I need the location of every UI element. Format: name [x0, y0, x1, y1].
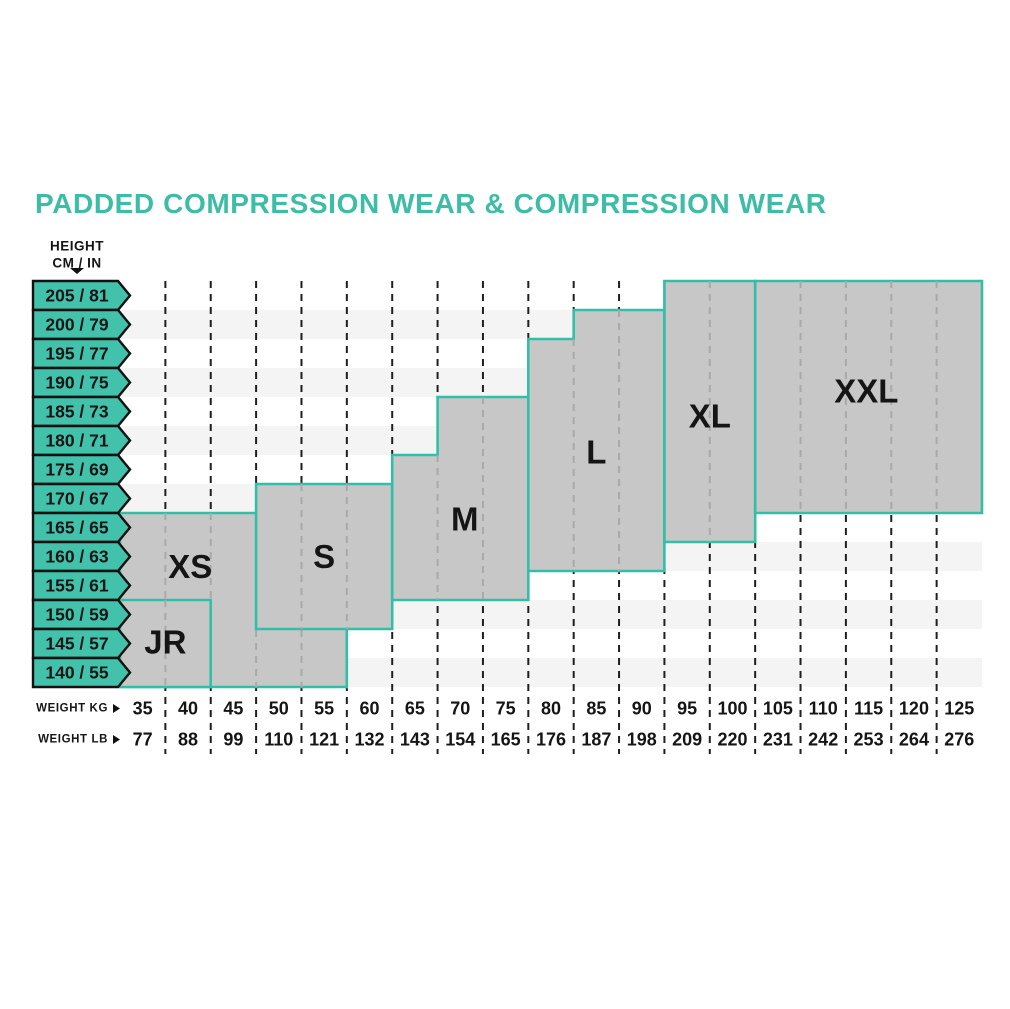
weight-kg-value: 35	[133, 699, 153, 719]
weight-kg-value: 95	[677, 699, 697, 719]
weight-kg-value: 120	[899, 699, 929, 719]
weight-lb-value: 77	[133, 730, 153, 750]
height-tag-label: 165 / 65	[45, 518, 109, 538]
size-label-jr: JR	[144, 624, 186, 661]
height-tag	[31, 627, 132, 660]
size-label-xxl: XXL	[834, 373, 898, 410]
weight-kg-value: 105	[763, 699, 793, 719]
height-tag	[31, 569, 132, 602]
size-region-xxl	[753, 279, 984, 515]
weight-lb-value: 88	[178, 730, 198, 750]
height-tag-label: 170 / 67	[45, 489, 108, 509]
weight-kg-value: 60	[360, 699, 380, 719]
height-tag-label: 140 / 55	[45, 663, 109, 683]
weight-lb-value: 253	[854, 730, 884, 750]
height-tag-label: 195 / 77	[45, 344, 108, 364]
height-tag	[31, 656, 132, 689]
height-tag	[31, 366, 132, 399]
height-tag-label: 150 / 59	[45, 605, 109, 625]
weight-lb-value: 154	[445, 730, 475, 750]
size-label-xl: XL	[689, 397, 731, 434]
weight-kg-value: 65	[405, 699, 425, 719]
height-axis-label-line2: CM / IN	[52, 256, 101, 271]
weight-lb-value: 165	[491, 730, 521, 750]
weight-kg-axis-label: WEIGHT KG	[36, 703, 108, 715]
weight-lb-value: 209	[672, 730, 702, 750]
weight-kg-value: 115	[854, 699, 883, 719]
size-label-l: L	[586, 434, 606, 471]
weight-lb-value: 99	[223, 730, 243, 750]
weight-kg-value: 100	[717, 699, 747, 719]
caret-down-icon	[70, 268, 84, 274]
weight-lb-value: 276	[944, 730, 974, 750]
height-tag-label: 205 / 81	[45, 286, 109, 306]
arrow-right-icon	[113, 704, 120, 713]
weight-lb-value: 220	[717, 730, 747, 750]
weight-kg-value: 70	[450, 699, 470, 719]
size-label-xs: XS	[168, 548, 212, 585]
height-tag	[31, 598, 132, 631]
arrow-right-icon	[113, 735, 120, 744]
weight-lb-axis-label: WEIGHT LB	[38, 734, 108, 746]
height-tag	[31, 511, 132, 544]
height-tag	[31, 395, 132, 428]
height-tag-label: 145 / 57	[45, 634, 108, 654]
height-tag-label: 160 / 63	[45, 547, 109, 567]
height-tag	[31, 308, 132, 341]
weight-lb-value: 132	[355, 730, 385, 750]
weight-kg-value: 125	[944, 699, 974, 719]
weight-kg-value: 80	[541, 699, 561, 719]
weight-kg-value: 90	[632, 699, 652, 719]
height-tag-label: 190 / 75	[45, 373, 109, 393]
weight-lb-value: 110	[264, 730, 293, 750]
weight-kg-value: 85	[586, 699, 606, 719]
height-tag	[31, 540, 132, 573]
weight-lb-value: 264	[899, 730, 929, 750]
weight-lb-value: 143	[400, 730, 430, 750]
weight-kg-value: 40	[178, 699, 198, 719]
height-tag	[31, 482, 132, 515]
size-label-s: S	[313, 538, 335, 575]
page-title: PADDED COMPRESSION WEAR & COMPRESSION WE…	[35, 188, 827, 219]
height-tag	[31, 279, 132, 312]
height-tag	[31, 424, 132, 457]
weight-kg-value: 55	[314, 699, 334, 719]
weight-kg-value: 75	[496, 699, 516, 719]
height-tag-label: 185 / 73	[45, 402, 109, 422]
height-tag	[31, 453, 132, 486]
weight-kg-value: 110	[809, 699, 838, 719]
weight-lb-value: 242	[808, 730, 838, 750]
height-axis-label-line1: HEIGHT	[50, 239, 104, 254]
weight-lb-value: 231	[763, 730, 793, 750]
height-tag-label: 155 / 61	[45, 576, 109, 596]
height-tag-label: 175 / 69	[45, 460, 109, 480]
weight-lb-value: 187	[581, 730, 611, 750]
weight-kg-value: 50	[269, 699, 289, 719]
weight-lb-value: 121	[309, 730, 339, 750]
height-tag	[31, 337, 132, 370]
weight-lb-value: 176	[536, 730, 566, 750]
height-tag-label: 180 / 71	[45, 431, 109, 451]
weight-kg-value: 45	[223, 699, 243, 719]
height-tag-label: 200 / 79	[45, 315, 109, 335]
weight-lb-value: 198	[627, 730, 657, 750]
size-label-m: M	[451, 500, 479, 537]
